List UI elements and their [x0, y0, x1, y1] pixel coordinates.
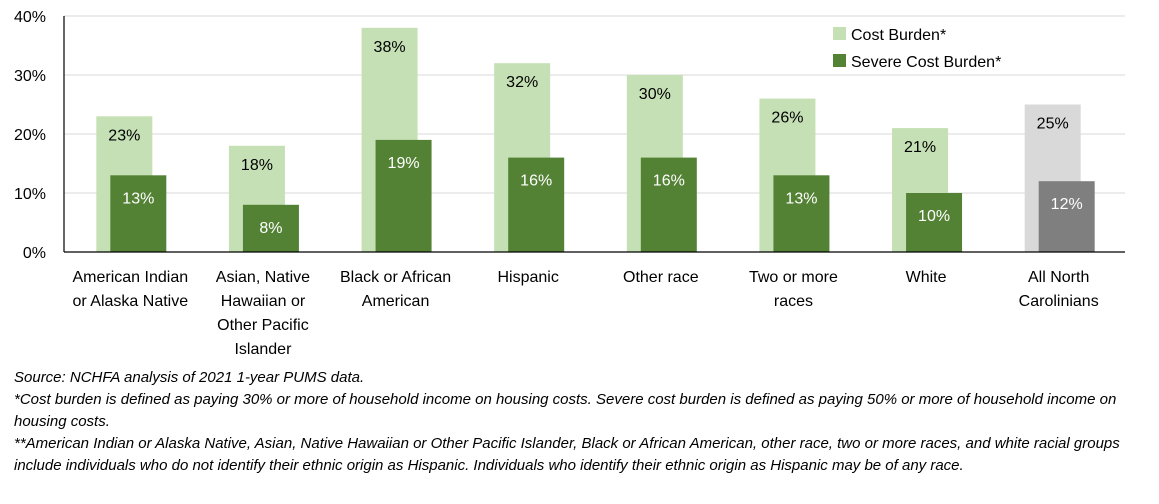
data-label-severe-cost-burden: 10% [918, 208, 950, 225]
bar-severe-cost-burden [375, 139, 432, 252]
category-label: races [774, 293, 813, 310]
legend-swatch-severe-cost-burden [833, 54, 846, 67]
legend-swatch-cost-burden [833, 27, 846, 40]
category-label: American Indian [73, 269, 189, 286]
bar-severe-cost-burden [242, 204, 299, 252]
data-label-cost-burden: 32% [506, 74, 538, 91]
y-tick-label: 20% [14, 127, 46, 144]
category-label: Hawaiian or [221, 293, 306, 310]
category-label: White [906, 269, 947, 286]
bar-severe-cost-burden [110, 175, 167, 252]
data-label-severe-cost-burden: 19% [388, 155, 420, 172]
data-label-severe-cost-burden: 16% [520, 173, 552, 190]
y-tick-label: 30% [14, 68, 46, 85]
category-label: All North [1028, 269, 1089, 286]
definition-note: *Cost burden is defined as paying 30% or… [14, 391, 1117, 430]
data-label-cost-burden: 18% [241, 157, 273, 174]
bar-severe-cost-burden [906, 193, 963, 252]
race-note: **American Indian or Alaska Native, Asia… [14, 435, 1120, 474]
data-label-severe-cost-burden: 16% [653, 173, 685, 190]
y-tick-label: 0% [23, 245, 46, 262]
data-label-cost-burden: 21% [904, 139, 936, 156]
category-label: Asian, Native [216, 269, 310, 286]
source-note: Source: NCHFA analysis of 2021 1-year PU… [14, 369, 365, 386]
category-label: American [362, 293, 430, 310]
y-tick-label: 40% [14, 9, 46, 26]
category-label: Hispanic [498, 269, 559, 286]
bar-severe-cost-burden [773, 175, 830, 252]
data-label-severe-cost-burden: 8% [259, 220, 282, 237]
bar-severe-cost-burden [1038, 181, 1095, 252]
data-label-cost-burden: 26% [771, 110, 803, 127]
bar-chart: 0% 10% 20% 30% 40% 23% 13% American Indian or Al… [14, 9, 1125, 358]
category-label: Carolinians [1019, 293, 1099, 310]
legend-label-cost-burden: Cost Burden* [851, 27, 946, 44]
data-label-severe-cost-burden: 13% [122, 190, 154, 207]
data-label-cost-burden: 23% [108, 127, 140, 144]
data-label-cost-burden: 38% [374, 39, 406, 56]
legend-label-severe-cost-burden: Severe Cost Burden* [851, 54, 1001, 71]
category-label: Black or African [340, 269, 451, 286]
category-label: Two or more [749, 269, 838, 286]
data-label-cost-burden: 30% [639, 86, 671, 103]
bar-severe-cost-burden [508, 157, 565, 252]
chart-notes: Source: NCHFA analysis of 2021 1-year PU… [14, 367, 1149, 477]
data-label-severe-cost-burden: 12% [1051, 196, 1083, 213]
data-label-severe-cost-burden: 13% [785, 190, 817, 207]
y-tick-label: 10% [14, 186, 46, 203]
category-label: Islander [234, 341, 292, 358]
category-label: Other Pacific [217, 317, 309, 334]
category-label: or Alaska Native [73, 293, 189, 310]
category-label: Other race [623, 269, 699, 286]
data-label-cost-burden: 25% [1037, 116, 1069, 133]
bar-severe-cost-burden [640, 157, 697, 252]
